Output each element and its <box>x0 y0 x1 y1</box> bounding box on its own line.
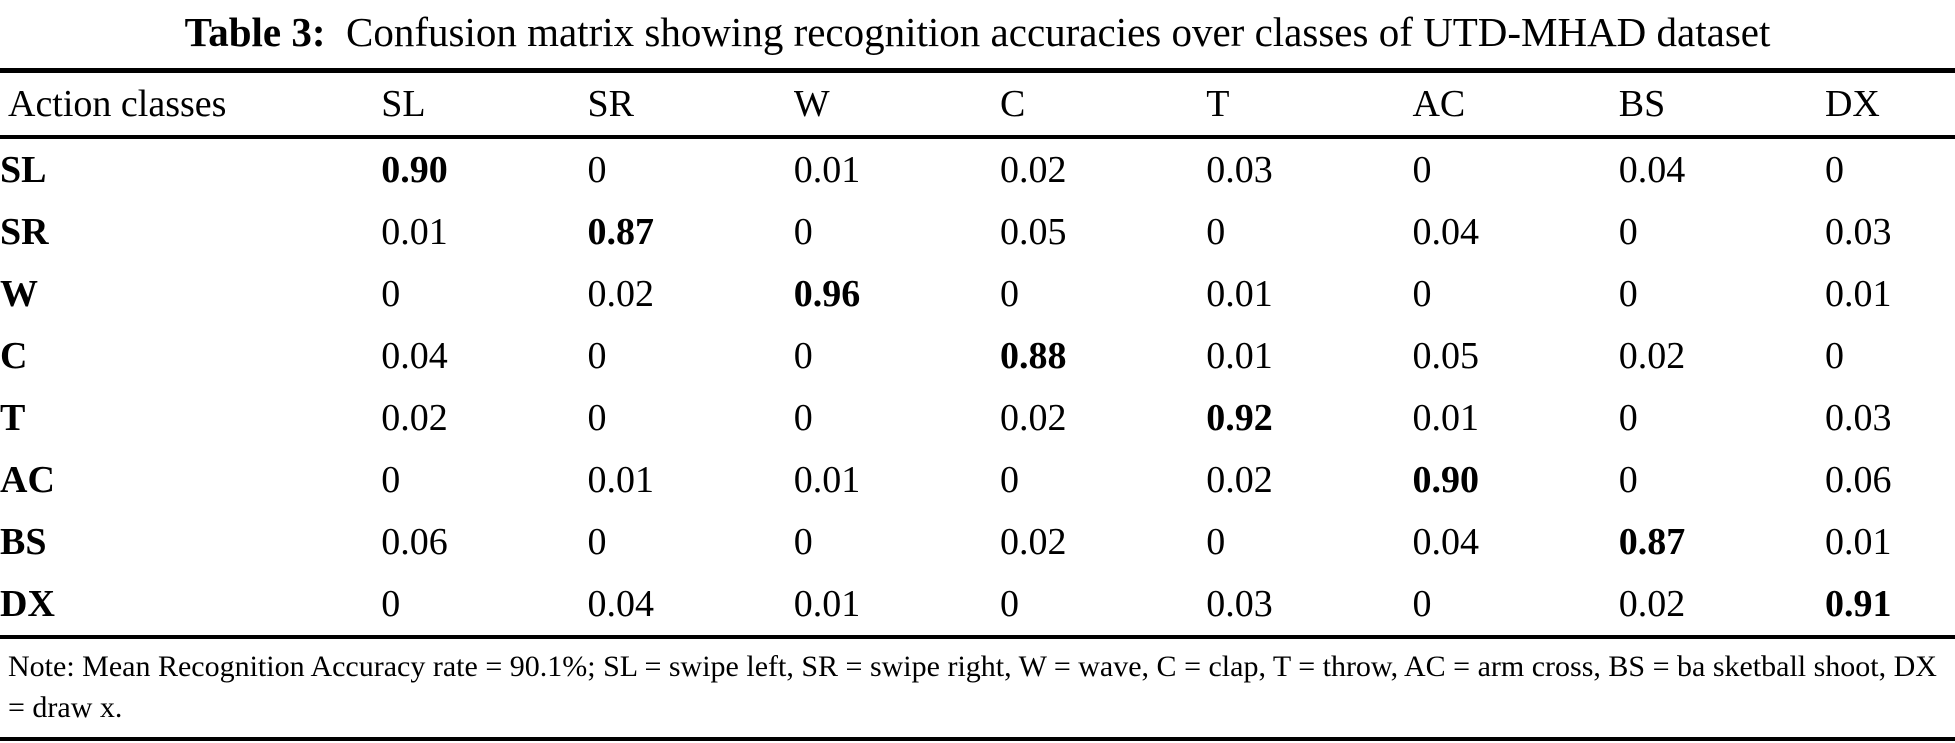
matrix-cell: 0.02 <box>999 397 1067 439</box>
table-row: BS 0.06 0 0 0.02 0 0.04 0.87 0.01 <box>0 511 1955 573</box>
column-header-sr: SR <box>587 70 794 139</box>
table-row: C 0.04 0 0 0.88 0.01 0.05 0.02 0 <box>0 325 1955 387</box>
matrix-cell: 0.02 <box>1618 335 1686 377</box>
matrix-cell: 0 <box>793 211 813 253</box>
table-row: SR 0.01 0.87 0 0.05 0 0.04 0 0.03 <box>0 201 1955 263</box>
matrix-cell: 0.02 <box>587 273 654 315</box>
matrix-cell: 0 <box>999 459 1019 501</box>
table-title-label: Table 3: <box>184 9 326 55</box>
matrix-cell: 0.88 <box>999 335 1067 377</box>
matrix-cell: 0 <box>1618 211 1638 253</box>
table-row: AC 0 0.01 0.01 0 0.02 0.90 0 0.06 <box>0 449 1955 511</box>
matrix-cell: 0.04 <box>381 335 448 377</box>
matrix-cell: 0.92 <box>1206 397 1273 439</box>
matrix-cell: 0.01 <box>381 211 448 253</box>
table-title: Table 3: Confusion matrix showing recogn… <box>0 0 1955 68</box>
row-label: SL <box>0 149 47 191</box>
matrix-cell: 0.06 <box>381 521 448 563</box>
matrix-cell: 0.04 <box>1412 211 1479 253</box>
matrix-cell: 0 <box>587 335 607 377</box>
matrix-cell: 0 <box>1824 149 1844 191</box>
matrix-cell: 0.90 <box>1412 459 1479 501</box>
column-header-w: W <box>793 70 1000 139</box>
column-header-action-classes: Action classes <box>0 70 382 139</box>
column-header-sl: SL <box>381 70 588 139</box>
table-title-text: Confusion matrix showing recognition acc… <box>346 9 1771 55</box>
matrix-cell: 0 <box>1618 459 1638 501</box>
table-row: DX 0 0.04 0.01 0 0.03 0 0.02 0.91 <box>0 573 1955 637</box>
column-header-bs: BS <box>1618 70 1825 139</box>
matrix-cell: 0 <box>1618 397 1638 439</box>
row-label: T <box>0 397 26 439</box>
matrix-cell: 0 <box>1824 335 1844 377</box>
column-header-ac: AC <box>1412 70 1619 139</box>
table-row: T 0.02 0 0 0.02 0.92 0.01 0 0.03 <box>0 387 1955 449</box>
matrix-cell: 0.96 <box>793 273 861 315</box>
matrix-cell: 0.04 <box>1618 149 1686 191</box>
row-label: AC <box>0 459 55 501</box>
matrix-cell: 0.01 <box>1206 273 1273 315</box>
matrix-cell: 0.05 <box>999 211 1067 253</box>
matrix-cell: 0.06 <box>1824 459 1892 501</box>
matrix-cell: 0 <box>793 397 813 439</box>
row-label: DX <box>0 583 55 625</box>
matrix-cell: 0 <box>1412 583 1432 625</box>
matrix-cell: 0.03 <box>1824 397 1892 439</box>
matrix-cell: 0 <box>1206 211 1226 253</box>
confusion-matrix-table: Action classes SL SR W C T AC BS DX SL 0.… <box>0 68 1955 639</box>
matrix-cell: 0 <box>381 583 401 625</box>
header-row: Action classes SL SR W C T AC BS DX <box>0 70 1955 139</box>
matrix-cell: 0 <box>1412 273 1432 315</box>
matrix-cell: 0.87 <box>587 211 654 253</box>
matrix-cell: 0.02 <box>999 149 1067 191</box>
matrix-cell: 0 <box>587 149 607 191</box>
matrix-cell: 0.02 <box>999 521 1067 563</box>
matrix-cell: 0.01 <box>1824 273 1892 315</box>
matrix-cell: 0 <box>1618 273 1638 315</box>
matrix-cell: 0 <box>793 521 813 563</box>
matrix-cell: 0 <box>999 583 1019 625</box>
matrix-cell: 0.01 <box>793 149 861 191</box>
row-label: C <box>0 335 28 377</box>
confusion-matrix-body: SL 0.90 0 0.01 0.02 0.03 0 0.04 0 SR 0.01 0.87 0 0.05… <box>0 137 1955 637</box>
matrix-cell: 0.03 <box>1206 149 1273 191</box>
matrix-cell: 0 <box>587 397 607 439</box>
matrix-cell: 0 <box>587 521 607 563</box>
matrix-cell: 0.01 <box>587 459 654 501</box>
matrix-cell: 0.01 <box>1824 521 1892 563</box>
matrix-cell: 0.02 <box>1206 459 1273 501</box>
row-label: BS <box>0 521 47 563</box>
row-label: SR <box>0 211 49 253</box>
matrix-cell: 0 <box>381 273 401 315</box>
matrix-cell: 0.04 <box>587 583 654 625</box>
matrix-cell: 0.01 <box>1412 397 1479 439</box>
matrix-cell: 0.01 <box>1206 335 1273 377</box>
matrix-cell: 0.02 <box>1618 583 1686 625</box>
matrix-cell: 0.03 <box>1206 583 1273 625</box>
table-row: SL 0.90 0 0.01 0.02 0.03 0 0.04 0 <box>0 137 1955 201</box>
column-header-dx: DX <box>1824 70 1955 139</box>
matrix-cell: 0.02 <box>381 397 448 439</box>
matrix-cell: 0 <box>1412 149 1432 191</box>
column-header-c: C <box>999 70 1207 139</box>
matrix-cell: 0 <box>381 459 401 501</box>
row-label: W <box>0 273 38 315</box>
matrix-cell: 0.05 <box>1412 335 1479 377</box>
matrix-cell: 0 <box>793 335 813 377</box>
column-header-t: T <box>1206 70 1413 139</box>
matrix-cell: 0.04 <box>1412 521 1479 563</box>
matrix-cell: 0.90 <box>381 149 448 191</box>
matrix-cell: 0 <box>1206 521 1226 563</box>
table-note: Note: Mean Recognition Accuracy rate = 9… <box>0 639 1955 741</box>
table-row: W 0 0.02 0.96 0 0.01 0 0 0.01 <box>0 263 1955 325</box>
matrix-cell: 0.01 <box>793 459 861 501</box>
matrix-cell: 0.03 <box>1824 211 1892 253</box>
matrix-cell: 0.91 <box>1824 583 1892 625</box>
matrix-cell: 0 <box>999 273 1019 315</box>
matrix-cell: 0.01 <box>793 583 861 625</box>
matrix-cell: 0.87 <box>1618 521 1686 563</box>
